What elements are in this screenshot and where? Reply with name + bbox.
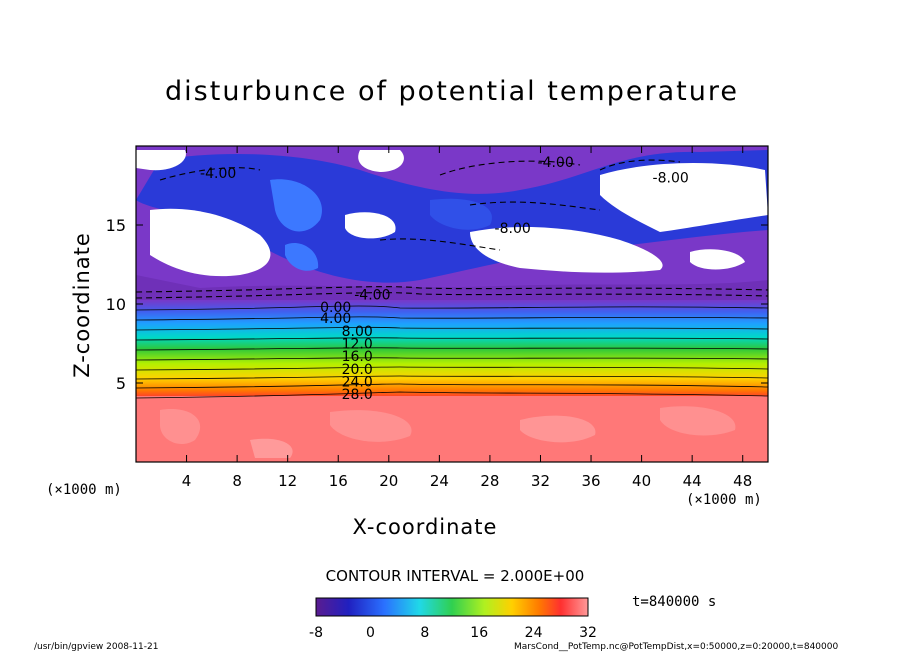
negative-contours bbox=[136, 159, 768, 299]
footer-right: MarsCond__PotTemp.nc@PotTempDist,x=0:500… bbox=[514, 642, 839, 652]
y-axis-ticks: 5 10 15 bbox=[106, 216, 768, 393]
blue-cell-1 bbox=[270, 179, 322, 232]
field-layers bbox=[136, 146, 768, 462]
contour-label: 4.00 bbox=[320, 311, 351, 327]
contour-label: -8.00 bbox=[653, 171, 689, 187]
contour-label: -8.00 bbox=[495, 221, 531, 237]
x-tick-label: 4 bbox=[182, 472, 192, 490]
x-tick-label: 28 bbox=[480, 472, 499, 490]
colorbar-tick-label: 0 bbox=[366, 625, 375, 641]
x-tick-label: 16 bbox=[329, 472, 348, 490]
x-axis-label: X-coordinate bbox=[352, 515, 498, 539]
contour-label: 20.0 bbox=[342, 362, 373, 378]
y-axis-label: Z-coordinate bbox=[70, 232, 94, 378]
colorbar-tick-label: 32 bbox=[579, 625, 597, 641]
colorbar bbox=[315, 597, 589, 617]
x-tick-label: 48 bbox=[733, 472, 752, 490]
contour-label: 28.0 bbox=[342, 387, 373, 403]
x-axis-unit: (×1000 m) bbox=[686, 492, 762, 508]
colorbar-tick-label: 24 bbox=[525, 625, 543, 641]
x-axis-ticks: 4 8 12 16 20 24 28 32 36 40 44 48 bbox=[182, 146, 752, 490]
contour-label: 24.0 bbox=[342, 374, 373, 390]
contour-label: 8.00 bbox=[342, 324, 373, 340]
y-tick-label: 15 bbox=[106, 216, 126, 235]
x-tick-label: 32 bbox=[531, 472, 550, 490]
time-label: t=840000 s bbox=[632, 594, 717, 610]
contour-lines bbox=[136, 305, 768, 399]
x-tick-label: 12 bbox=[278, 472, 297, 490]
y-tick-label: 10 bbox=[106, 295, 126, 314]
contour-label: 16.0 bbox=[342, 349, 373, 365]
y-tick-label: 5 bbox=[116, 374, 126, 393]
x-tick-label: 24 bbox=[430, 472, 449, 490]
blue-cell-2 bbox=[285, 242, 319, 271]
x-tick-label: 20 bbox=[379, 472, 398, 490]
x-tick-label: 8 bbox=[232, 472, 242, 490]
contour-label: 12.0 bbox=[342, 337, 373, 353]
x-tick-label: 40 bbox=[632, 472, 651, 490]
contour-labels: 28.024.020.016.012.08.004.000.00-4.00-4.… bbox=[200, 155, 689, 403]
colorbar-tick-label: -8 bbox=[309, 625, 323, 641]
contour-label: -4.00 bbox=[354, 288, 390, 304]
contour-label: -4.00 bbox=[538, 155, 574, 171]
y-axis-unit: (×1000 m) bbox=[46, 482, 122, 498]
x-tick-label: 36 bbox=[581, 472, 600, 490]
x-tick-label: 44 bbox=[683, 472, 702, 490]
contour-interval: CONTOUR INTERVAL = 2.000E+00 bbox=[325, 567, 585, 585]
colorbar-ticks: -8 0 8 16 24 32 bbox=[309, 625, 597, 641]
contour-label: 0.00 bbox=[320, 300, 351, 316]
blue-cell-3 bbox=[430, 198, 492, 230]
warm-layer bbox=[136, 396, 768, 462]
chart-title: disturbunce of potential temperature bbox=[165, 76, 739, 107]
colorbar-tick-label: 8 bbox=[420, 625, 429, 641]
contour-label: -4.00 bbox=[200, 166, 236, 182]
colorbar-tick-label: 16 bbox=[470, 625, 488, 641]
footer-left: /usr/bin/gpview 2008-11-21 bbox=[34, 642, 159, 652]
